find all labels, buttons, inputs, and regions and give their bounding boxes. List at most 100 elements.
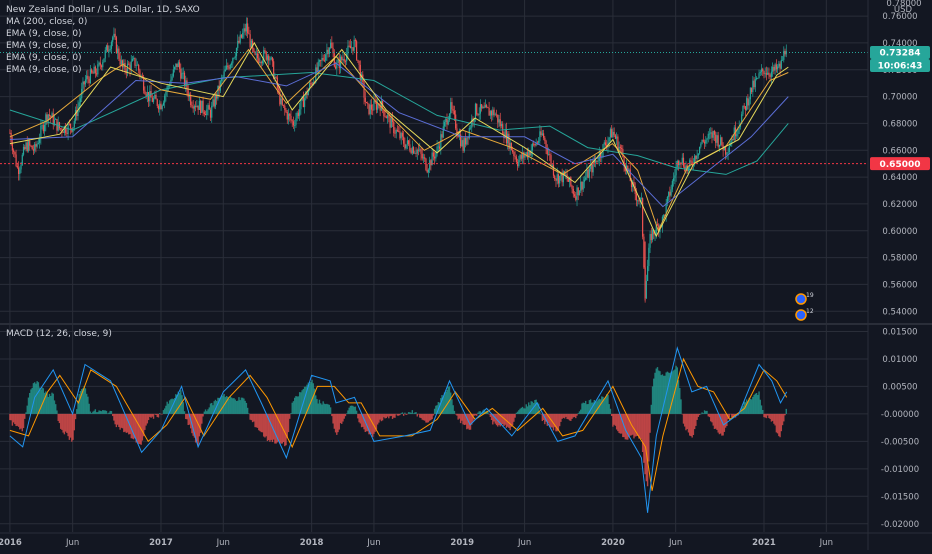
indicator-ema-1[interactable]: EMA (9, close, 0) (6, 29, 82, 39)
candle-body (304, 98, 306, 108)
candle-body (213, 99, 215, 107)
candle-body (330, 42, 332, 49)
price-tick-label: 0.64000 (882, 173, 917, 183)
candle-body (271, 57, 274, 62)
candle-body (51, 113, 53, 118)
histogram-bar (410, 412, 412, 414)
candle-body (483, 106, 485, 108)
event-marker-icon[interactable] (795, 293, 807, 305)
candle-body (11, 142, 13, 151)
histogram-bar (217, 397, 219, 414)
candle-body (322, 58, 324, 60)
candle-body (748, 99, 750, 106)
histogram-bar (609, 408, 612, 414)
candle-body (400, 133, 402, 139)
histogram-bar (662, 375, 665, 414)
histogram-bar (197, 413, 199, 446)
histogram-bar (322, 401, 324, 414)
candle-body (640, 198, 643, 199)
histogram-bar (706, 410, 708, 414)
symbol-title: New Zealand Dollar / U.S. Dollar, 1D, SA… (6, 5, 200, 15)
histogram-bar (360, 413, 363, 428)
candle-body (538, 140, 540, 143)
candle-body (151, 97, 153, 102)
histogram-bar (494, 413, 496, 424)
indicator-ema-2[interactable]: EMA (9, close, 0) (6, 41, 82, 51)
candle-body (455, 114, 457, 129)
candle-body (248, 33, 250, 35)
candle-body (98, 62, 100, 65)
histogram-bar (298, 392, 301, 414)
histogram-bar (291, 402, 293, 414)
candle-body (244, 28, 246, 32)
histogram-bar (638, 413, 640, 439)
histogram-bar (661, 374, 664, 414)
candle-body (450, 102, 452, 114)
histogram-bar (99, 410, 101, 414)
histogram-bar (615, 413, 618, 430)
indicator-ema-4[interactable]: EMA (9, close, 0) (6, 65, 82, 75)
indicator-ema-3[interactable]: EMA (9, close, 0) (6, 53, 82, 63)
histogram-bar (703, 410, 706, 414)
macd-pane[interactable] (9, 346, 788, 513)
candle-body (529, 151, 531, 156)
histogram-bar (235, 400, 238, 414)
histogram-bar (424, 413, 426, 421)
macd-axis[interactable]: 0.01500 0.01000 0.00500 -0.00000 -0.00500 -0.… (881, 327, 919, 529)
time-tick-label: Jun (366, 538, 380, 548)
candle-body (266, 55, 269, 60)
histogram-bar (22, 413, 25, 429)
histogram-bar (758, 391, 760, 414)
candle-body (119, 58, 121, 65)
histogram-bar (577, 413, 579, 414)
histogram-bar (307, 382, 310, 414)
event-markers[interactable]: 19 12 (795, 292, 814, 321)
histogram-bar (580, 409, 582, 414)
histogram-bar (293, 397, 296, 414)
histogram-bar (38, 387, 41, 414)
candle-body (154, 94, 156, 99)
histogram-bar (405, 413, 407, 415)
histogram-bar (100, 411, 103, 414)
candle-body (207, 105, 209, 110)
histogram-bar (544, 413, 546, 425)
histogram-bar (648, 413, 650, 462)
candle-body (438, 146, 441, 149)
histogram-bar (528, 402, 530, 414)
time-axis[interactable]: 2016 Jun 2017 Jun 2018 Jun 2019 Jun 2020 Jun 2021 J… (0, 538, 833, 548)
candle-body (708, 133, 711, 135)
candle-body (261, 61, 264, 64)
indicator-ma200[interactable]: MA (200, close, 0) (6, 17, 87, 27)
candle-body (196, 105, 198, 107)
candle-body (577, 187, 579, 196)
histogram-bar (251, 413, 254, 423)
candle-body (582, 181, 584, 190)
histogram-bar (578, 411, 581, 414)
candle-body (594, 160, 597, 163)
candle-body (21, 154, 23, 165)
price-pane[interactable] (0, 17, 868, 303)
time-tick-label: 2021 (752, 538, 776, 548)
time-tick-label: Jun (65, 538, 79, 548)
histogram-bar (627, 413, 629, 440)
histogram-bar (296, 396, 298, 414)
candle-body (624, 166, 626, 171)
histogram-bar (369, 413, 371, 435)
histogram-bar (17, 413, 20, 427)
histogram-bar (524, 408, 526, 414)
candle-body (375, 102, 378, 110)
candle-body (302, 96, 304, 108)
histogram-bar (347, 410, 349, 414)
candle-body (268, 55, 270, 61)
macd-legend[interactable]: MACD (12, 26, close, 9) (6, 329, 112, 339)
histogram-bar (287, 413, 290, 433)
histogram-bar (613, 413, 615, 425)
histogram-bar (213, 401, 215, 414)
candle-body (460, 134, 462, 147)
candle-body (191, 104, 193, 107)
event-marker-icon-2[interactable] (795, 309, 807, 321)
candle-body (749, 87, 751, 100)
histogram-bar (671, 371, 674, 414)
